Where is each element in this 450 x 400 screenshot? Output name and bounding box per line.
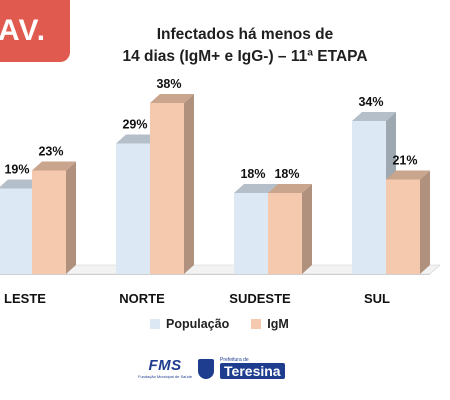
bar-populacao-sudeste-top bbox=[234, 184, 278, 193]
legend: População IgM bbox=[150, 317, 311, 331]
bar-igm-sudeste-top bbox=[268, 184, 312, 193]
legend-item-igm: IgM bbox=[251, 317, 289, 331]
chart-labels: 19% 23% LESTE 29% 38% NORTE 18% 18% SUDESTE 34% 21… bbox=[4, 77, 417, 306]
chart-bars bbox=[0, 94, 430, 274]
bar-igm-leste-side bbox=[66, 161, 76, 274]
bar-populacao-sudeste-label: 18% bbox=[240, 167, 265, 181]
bar-igm-norte-label: 38% bbox=[156, 77, 181, 91]
fms-logo: FMS Fundação Municipal de Saúde bbox=[138, 357, 193, 380]
city-seal-icon bbox=[198, 358, 215, 379]
bar-igm-norte bbox=[150, 94, 194, 274]
bar-igm-sudeste-side bbox=[302, 184, 312, 274]
prefeitura-label: Prefeitura de bbox=[220, 357, 249, 363]
bar-igm-sul-label: 21% bbox=[392, 154, 417, 168]
bar-igm-norte-front bbox=[150, 103, 184, 274]
chart-title-line-2: 14 dias (IgM+ e IgG-) – 11ª ETAPA bbox=[122, 48, 368, 65]
bar-igm-sudeste-front bbox=[268, 193, 302, 274]
bar-igm-norte-side bbox=[184, 94, 194, 274]
chart-title-line-1: Infectados há menos de bbox=[156, 26, 334, 43]
prefeitura-name: Teresina bbox=[220, 363, 285, 379]
bar-igm-leste-top bbox=[32, 161, 76, 171]
legend-label-populacao: População bbox=[166, 317, 230, 331]
bar-populacao-norte-top bbox=[116, 134, 160, 144]
bar-igm-leste bbox=[32, 161, 76, 274]
bar-igm-norte-top bbox=[150, 94, 194, 103]
footer-logos: FMS Fundação Municipal de Saúde Prefeitu… bbox=[138, 358, 285, 379]
legend-label-igm: IgM bbox=[267, 317, 289, 331]
bar-populacao-norte-front bbox=[116, 143, 150, 274]
fms-logo-subtitle: Fundação Municipal de Saúde bbox=[138, 374, 193, 379]
bar-igm-sul-front bbox=[386, 179, 420, 274]
bar-igm-sudeste bbox=[268, 184, 312, 274]
bar-populacao-leste-label: 19% bbox=[4, 163, 29, 177]
chart-title: Infectados há menos de 14 dias (IgM+ e I… bbox=[95, 24, 395, 68]
bar-igm-sul-top bbox=[386, 170, 430, 180]
bar-populacao-sul-label: 34% bbox=[358, 95, 383, 109]
bar-populacao-norte-label: 29% bbox=[122, 118, 147, 132]
bar-igm-leste-front bbox=[32, 170, 66, 274]
bar-igm-sudeste-label: 18% bbox=[274, 167, 299, 181]
bar-igm-sul bbox=[386, 170, 430, 274]
fms-logo-text: FMS bbox=[148, 357, 182, 374]
x-tick-label-leste: LESTE bbox=[4, 291, 46, 306]
bar-populacao-sul-top bbox=[352, 112, 396, 121]
x-tick-label-sul: SUL bbox=[364, 291, 390, 306]
bar-populacao-leste-front bbox=[0, 188, 32, 274]
x-tick-label-norte: NORTE bbox=[119, 291, 165, 306]
legend-item-populacao: População bbox=[150, 317, 229, 331]
legend-swatch-populacao bbox=[150, 319, 160, 329]
legend-swatch-igm bbox=[251, 319, 262, 329]
bar-populacao-sudeste-front bbox=[234, 193, 268, 274]
bar-igm-leste-label: 23% bbox=[38, 145, 63, 159]
x-tick-label-sudeste: SUDESTE bbox=[229, 291, 291, 306]
bar-populacao-sul-front bbox=[352, 121, 386, 274]
corner-tag: AV. bbox=[0, 0, 70, 62]
bar-igm-sul-side bbox=[420, 170, 430, 274]
bar-populacao-leste-top bbox=[0, 179, 42, 189]
prefeitura-logo: Prefeitura de Teresina bbox=[220, 358, 285, 379]
